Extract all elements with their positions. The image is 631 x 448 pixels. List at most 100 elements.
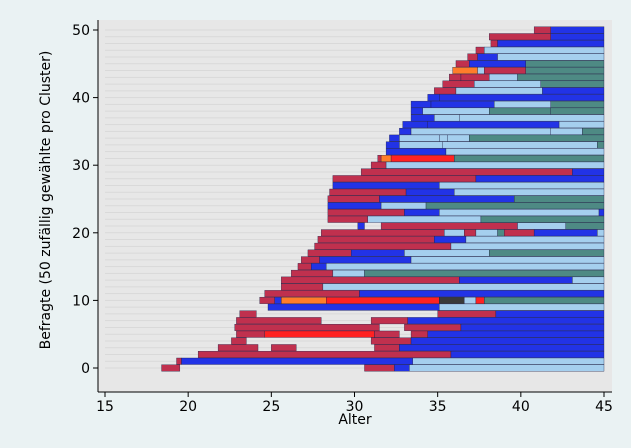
sequence-segment-blue (399, 127, 412, 135)
sequence-segment-red (374, 330, 400, 338)
sequence-segment-blue (350, 249, 405, 257)
sequence-segment-blue (475, 175, 605, 183)
sequence-segment-lightblue (517, 222, 566, 230)
sequence-bars (161, 26, 605, 372)
sequence-segment-teal (489, 107, 551, 115)
sequence-segment-blue (434, 236, 467, 243)
sequence-segment-blue (357, 222, 365, 230)
sequence-segment-lightblue (465, 236, 605, 243)
sequence-segment-red (490, 40, 498, 47)
sequence-segment-blue (459, 276, 573, 284)
sequence-segment-red (437, 310, 497, 318)
sequence-segment-red (455, 60, 470, 68)
sequence-segment-red (370, 161, 387, 169)
sequence-segment-teal (454, 155, 605, 162)
sequence-segment-lightblue (422, 107, 490, 115)
sequence-segment-teal (364, 269, 605, 277)
sequence-segment-teal (550, 107, 605, 115)
sequence-segment-lightblue (439, 209, 600, 216)
x-tick-label: 20 (179, 399, 197, 415)
sequence-segment-red (467, 53, 478, 61)
sequence-segment-teal (517, 73, 605, 81)
sequence-segment-red (327, 215, 368, 223)
sequence-segment-red (533, 26, 551, 34)
sequence-segment-red (281, 276, 460, 284)
sequence-segment-teal (484, 296, 605, 304)
sequence-segment-blue (359, 290, 605, 298)
sequence-segment-lightblue (474, 80, 541, 88)
sequence-segment-red (234, 324, 380, 331)
sequence-segment-blue (427, 121, 560, 129)
sequence-segment-red (484, 67, 526, 74)
sequence-segment-red (297, 263, 312, 271)
sequence-segment-blue (497, 40, 605, 47)
sequence-segment-blue (410, 100, 432, 108)
sequence-segment-lightblue (494, 100, 551, 108)
sequence-segment-blue (450, 351, 605, 358)
sequence-segment-brightred (475, 296, 485, 304)
sequence-segment-blue (267, 303, 440, 311)
sequence-segment-red (176, 357, 182, 365)
sequence-segment-lightblue (442, 141, 598, 149)
y-tick-label: 0 (81, 361, 90, 377)
sequence-segment-lightblue (489, 73, 518, 81)
sequence-segment-teal (525, 67, 605, 74)
x-tick-label: 35 (429, 399, 447, 415)
sequence-segment-blue (439, 94, 605, 102)
sequence-segment-blue (572, 168, 605, 176)
sequence-segment-red (364, 364, 395, 372)
sequence-segment-blue (402, 121, 428, 129)
sequence-segment-blue (385, 141, 400, 149)
sequence-segment-orange (452, 67, 478, 74)
sequence-segment-lightblue (447, 134, 470, 142)
sequence-segment-blue (394, 364, 410, 372)
sequence-segment-teal (582, 127, 605, 135)
x-axis-label: Alter (338, 412, 372, 428)
sequence-segment-brightred (264, 330, 375, 338)
sequence-segment-lightblue (484, 46, 605, 54)
sequence-segment-lightblue (439, 134, 448, 142)
sequence-segment-red (259, 296, 275, 304)
sequence-segment-teal (469, 134, 605, 142)
sequence-segment-blue (427, 94, 440, 102)
sequence-segment-lightblue (439, 182, 605, 189)
sequence-segment-teal (480, 215, 605, 223)
sequence-segment-red (281, 283, 324, 291)
sequence-segment-red (464, 229, 477, 237)
sequence-segment-red (329, 188, 407, 196)
sequence-segment-orange (380, 155, 392, 162)
x-tick-label: 40 (512, 399, 530, 415)
sequence-segment-lightblue (412, 357, 605, 365)
sequence-segment-red (370, 317, 408, 325)
sequence-segment-red (434, 87, 457, 95)
sequence-segment-red (307, 249, 352, 257)
sequence-segment-teal (565, 222, 605, 230)
sequence-segment-red (231, 337, 247, 345)
sequence-segment-red (217, 344, 259, 352)
sequence-segment-lightblue (409, 364, 605, 372)
sequence-segment-blue (550, 26, 605, 34)
x-tick-label: 15 (96, 399, 114, 415)
sequence-segment-blue (430, 100, 495, 108)
sequence-segment-red (374, 344, 400, 352)
sequence-segment-brightred (326, 296, 440, 304)
y-tick-label: 30 (72, 158, 90, 174)
sequence-segment-lightblue (475, 229, 498, 237)
sequence-segment-blue (274, 296, 282, 304)
sequence-segment-lightblue (454, 188, 605, 196)
x-axis-ticks: 15 20 25 30 35 40 45 (96, 392, 613, 415)
sequence-segment-red (370, 337, 412, 345)
sequence-segment-teal (497, 229, 505, 237)
sequence-segment-lightblue (464, 296, 477, 304)
sequence-segment-red (301, 256, 320, 264)
sequence-segment-blue (407, 317, 605, 325)
sequence-segment-red (460, 73, 490, 81)
sequence-segment-blue (389, 134, 400, 142)
sequence-segment-red (504, 229, 535, 237)
sequence-segment-teal (597, 141, 605, 149)
sequence-segment-blue (542, 87, 605, 95)
sequence-segment-blue (181, 357, 413, 365)
sequence-segment-red (317, 236, 435, 243)
